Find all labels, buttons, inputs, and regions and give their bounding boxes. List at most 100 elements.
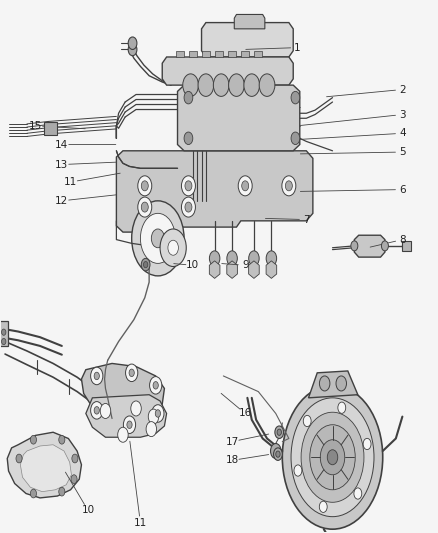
Text: 11: 11 — [64, 177, 77, 187]
Circle shape — [141, 213, 175, 263]
Circle shape — [168, 240, 178, 255]
Circle shape — [229, 74, 244, 96]
Circle shape — [138, 176, 152, 196]
Circle shape — [152, 405, 164, 422]
Circle shape — [94, 407, 99, 414]
Circle shape — [282, 176, 296, 196]
Circle shape — [275, 426, 284, 439]
Text: 3: 3 — [399, 109, 406, 119]
Circle shape — [2, 338, 6, 345]
Text: 10: 10 — [186, 260, 199, 270]
Circle shape — [213, 74, 229, 96]
Polygon shape — [86, 395, 166, 437]
Circle shape — [336, 376, 346, 391]
Circle shape — [259, 74, 275, 96]
Circle shape — [209, 251, 220, 266]
Text: 9: 9 — [242, 260, 248, 270]
Text: 12: 12 — [55, 196, 68, 206]
Circle shape — [181, 176, 195, 196]
Circle shape — [127, 421, 132, 429]
Circle shape — [141, 202, 148, 212]
Circle shape — [301, 412, 364, 502]
Circle shape — [59, 487, 65, 496]
Bar — [44, 122, 57, 134]
Circle shape — [128, 37, 137, 50]
Text: 6: 6 — [399, 184, 406, 195]
Circle shape — [131, 401, 141, 416]
Circle shape — [283, 385, 383, 529]
Circle shape — [227, 251, 237, 266]
Circle shape — [71, 475, 77, 483]
Circle shape — [319, 501, 327, 512]
Circle shape — [141, 259, 150, 271]
Bar — [176, 51, 184, 57]
Polygon shape — [20, 445, 71, 491]
Text: 5: 5 — [399, 147, 406, 157]
Polygon shape — [249, 261, 259, 278]
Circle shape — [310, 425, 355, 490]
Text: 2: 2 — [399, 85, 406, 94]
Circle shape — [303, 415, 311, 426]
Circle shape — [129, 369, 134, 377]
Bar — [0, 321, 8, 346]
Circle shape — [184, 91, 193, 104]
Polygon shape — [354, 235, 385, 257]
Circle shape — [118, 427, 128, 442]
Circle shape — [146, 422, 156, 437]
Circle shape — [381, 241, 389, 251]
Polygon shape — [201, 22, 293, 57]
Text: 13: 13 — [55, 159, 68, 169]
Circle shape — [155, 410, 160, 417]
Text: 7: 7 — [303, 215, 310, 224]
Bar — [402, 241, 411, 251]
Polygon shape — [227, 261, 237, 278]
Polygon shape — [81, 364, 164, 429]
Polygon shape — [234, 14, 265, 29]
Circle shape — [72, 454, 78, 463]
Text: 16: 16 — [239, 408, 252, 418]
Polygon shape — [209, 261, 220, 278]
Circle shape — [144, 262, 148, 268]
Circle shape — [185, 181, 192, 191]
Circle shape — [320, 440, 345, 475]
Circle shape — [153, 382, 158, 389]
Bar — [254, 51, 262, 57]
Circle shape — [126, 364, 138, 382]
Text: 17: 17 — [226, 437, 239, 447]
Circle shape — [266, 251, 277, 266]
Circle shape — [91, 367, 103, 385]
Circle shape — [198, 74, 214, 96]
Text: 11: 11 — [134, 518, 147, 528]
Polygon shape — [177, 85, 300, 151]
Circle shape — [238, 176, 252, 196]
Circle shape — [141, 181, 148, 191]
Circle shape — [319, 376, 330, 391]
Circle shape — [354, 488, 362, 499]
Circle shape — [327, 450, 338, 465]
Bar — [241, 51, 249, 57]
Polygon shape — [7, 432, 81, 498]
Bar — [202, 51, 210, 57]
Circle shape — [181, 197, 195, 217]
Circle shape — [286, 181, 292, 191]
Polygon shape — [117, 151, 313, 232]
Circle shape — [291, 132, 300, 144]
Circle shape — [91, 401, 103, 419]
Circle shape — [274, 448, 283, 461]
Circle shape — [16, 454, 22, 463]
Circle shape — [277, 429, 282, 435]
Circle shape — [291, 91, 300, 104]
Polygon shape — [308, 371, 358, 398]
Circle shape — [271, 443, 281, 458]
Circle shape — [184, 132, 193, 144]
Circle shape — [94, 372, 99, 379]
Circle shape — [100, 403, 111, 418]
Circle shape — [132, 201, 184, 276]
Circle shape — [30, 435, 36, 444]
Circle shape — [30, 489, 36, 498]
Bar — [215, 51, 223, 57]
Circle shape — [128, 43, 137, 56]
Circle shape — [138, 197, 152, 217]
Circle shape — [2, 329, 6, 335]
Circle shape — [294, 465, 302, 476]
